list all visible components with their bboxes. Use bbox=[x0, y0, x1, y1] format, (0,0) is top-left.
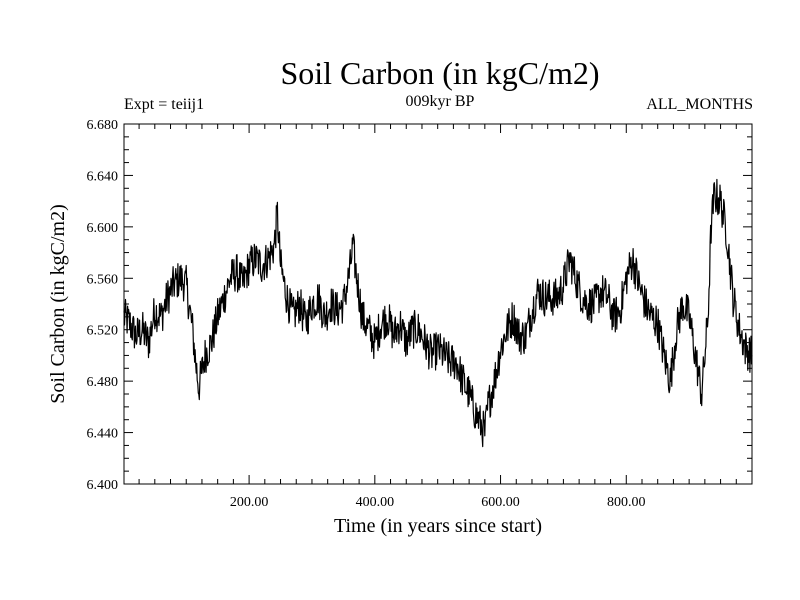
y-tick-label: 6.680 bbox=[87, 118, 119, 133]
chart-subtitle: 009kyr BP bbox=[405, 93, 475, 110]
y-tick-label: 6.600 bbox=[87, 221, 119, 236]
series-line bbox=[123, 178, 753, 448]
y-tick-label: 6.400 bbox=[87, 478, 119, 493]
y-tick-label: 6.560 bbox=[87, 272, 119, 287]
y-tick-label: 6.440 bbox=[87, 427, 119, 442]
x-axis-title: Time (in years since start) bbox=[334, 515, 542, 537]
y-tick-label: 6.640 bbox=[87, 169, 119, 184]
x-tick-label: 600.00 bbox=[481, 495, 520, 510]
experiment-label: Expt = teiij1 bbox=[124, 96, 205, 113]
x-tick-label: 400.00 bbox=[356, 495, 395, 510]
y-tick-label: 6.520 bbox=[87, 324, 119, 339]
y-tick-label: 6.480 bbox=[87, 375, 119, 390]
chart-title: Soil Carbon (in kgC/m2) bbox=[280, 55, 600, 91]
x-tick-label: 800.00 bbox=[607, 495, 646, 510]
months-label: ALL_MONTHS bbox=[646, 96, 753, 113]
y-axis-title: Soil Carbon (in kgC/m2) bbox=[47, 204, 69, 403]
x-tick-label: 200.00 bbox=[230, 495, 269, 510]
plot-frame bbox=[123, 123, 753, 485]
